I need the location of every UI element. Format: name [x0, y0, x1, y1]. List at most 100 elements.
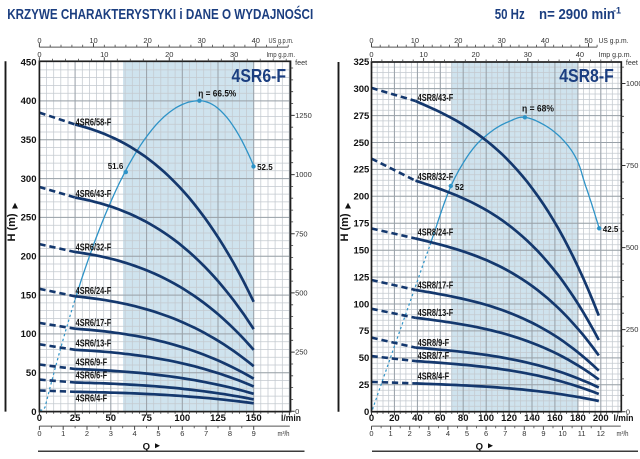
svg-text:80: 80	[458, 413, 469, 424]
svg-text:n= 2900 min: n= 2900 min	[539, 7, 615, 23]
svg-text:30: 30	[498, 36, 506, 45]
svg-text:225: 225	[353, 165, 370, 176]
svg-text:52.5: 52.5	[257, 163, 273, 172]
svg-text:0: 0	[37, 413, 42, 424]
svg-text:4SR6/43-F: 4SR6/43-F	[76, 189, 112, 200]
svg-text:30: 30	[198, 36, 206, 45]
svg-text:m³/h: m³/h	[278, 429, 290, 438]
svg-text:150: 150	[246, 413, 262, 424]
svg-text:325: 325	[353, 57, 370, 68]
svg-text:4SR8/7-F: 4SR8/7-F	[418, 351, 450, 362]
svg-text:400: 400	[21, 96, 37, 107]
svg-text:1000: 1000	[626, 79, 640, 88]
svg-text:125: 125	[210, 413, 227, 424]
svg-text:-1: -1	[613, 6, 621, 16]
svg-text:20: 20	[472, 50, 480, 59]
svg-text:0: 0	[37, 429, 41, 438]
svg-text:2: 2	[408, 429, 412, 438]
svg-text:4: 4	[133, 429, 137, 438]
svg-text:11: 11	[578, 429, 586, 438]
svg-text:0: 0	[364, 407, 369, 418]
svg-text:500: 500	[626, 243, 639, 252]
svg-text:500: 500	[295, 289, 308, 298]
svg-text:3: 3	[109, 429, 113, 438]
svg-text:feet: feet	[295, 58, 307, 67]
svg-text:8: 8	[522, 429, 526, 438]
svg-text:0: 0	[37, 36, 41, 45]
svg-text:Imp g.p.m.: Imp g.p.m.	[267, 50, 296, 59]
svg-text:4SR6/9-F: 4SR6/9-F	[76, 357, 108, 368]
svg-text:m³/h: m³/h	[617, 429, 629, 438]
svg-text:200: 200	[21, 252, 37, 263]
svg-text:Q: Q	[143, 441, 150, 452]
svg-text:5: 5	[465, 429, 469, 438]
svg-text:200: 200	[593, 413, 609, 424]
svg-text:4SR8/24-F: 4SR8/24-F	[418, 228, 454, 239]
svg-text:0: 0	[31, 407, 36, 418]
svg-text:50: 50	[584, 36, 592, 45]
svg-text:8: 8	[228, 429, 232, 438]
svg-text:50: 50	[26, 368, 37, 379]
svg-text:4SR6/17-F: 4SR6/17-F	[76, 318, 112, 329]
svg-text:2: 2	[85, 429, 89, 438]
svg-text:6: 6	[180, 429, 184, 438]
svg-text:150: 150	[21, 290, 37, 301]
svg-text:120: 120	[501, 413, 517, 424]
svg-text:4SR8-F: 4SR8-F	[559, 66, 614, 86]
svg-text:250: 250	[626, 325, 639, 334]
svg-text:52: 52	[455, 183, 464, 192]
svg-text:US g.p.m.: US g.p.m.	[599, 36, 629, 45]
svg-text:6: 6	[484, 429, 488, 438]
svg-text:20: 20	[454, 36, 462, 45]
svg-text:10: 10	[419, 50, 427, 59]
svg-text:H (m): H (m)	[6, 213, 18, 241]
svg-text:1: 1	[389, 429, 393, 438]
svg-text:175: 175	[353, 219, 370, 230]
svg-text:25: 25	[359, 380, 370, 391]
svg-text:4SR6/13-F: 4SR6/13-F	[76, 339, 112, 350]
svg-text:20: 20	[165, 50, 173, 59]
svg-text:0: 0	[37, 50, 41, 59]
svg-text:4SR6-F: 4SR6-F	[232, 66, 287, 86]
svg-text:0: 0	[369, 413, 374, 424]
svg-text:0: 0	[369, 50, 373, 59]
svg-text:125: 125	[353, 272, 370, 283]
svg-text:100: 100	[21, 329, 37, 340]
svg-text:300: 300	[353, 84, 369, 95]
svg-text:1250: 1250	[295, 111, 312, 120]
svg-text:160: 160	[547, 413, 563, 424]
svg-text:10: 10	[89, 36, 97, 45]
svg-text:9: 9	[541, 429, 545, 438]
svg-text:60: 60	[435, 413, 446, 424]
svg-text:20: 20	[389, 413, 400, 424]
svg-text:Imp g.p.m.: Imp g.p.m.	[599, 50, 632, 59]
svg-text:25: 25	[70, 413, 81, 424]
svg-text:51.6: 51.6	[108, 162, 124, 171]
svg-text:100: 100	[353, 299, 369, 310]
svg-text:200: 200	[353, 192, 369, 203]
svg-text:4SR8/13-F: 4SR8/13-F	[418, 308, 454, 319]
svg-text:750: 750	[295, 229, 308, 238]
svg-text:4SR6/24-F: 4SR6/24-F	[76, 286, 112, 297]
svg-text:350: 350	[21, 135, 37, 146]
svg-text:180: 180	[570, 413, 586, 424]
svg-text:4SR6/6-F: 4SR6/6-F	[76, 371, 108, 382]
svg-text:4SR8/9-F: 4SR8/9-F	[418, 338, 450, 349]
svg-text:4SR8/43-F: 4SR8/43-F	[418, 93, 454, 104]
svg-text:450: 450	[21, 57, 37, 68]
svg-text:1: 1	[61, 429, 65, 438]
svg-text:4: 4	[446, 429, 450, 438]
svg-text:H (m): H (m)	[339, 213, 351, 241]
svg-text:η = 68%: η = 68%	[522, 104, 554, 115]
svg-text:75: 75	[359, 326, 370, 337]
svg-text:300: 300	[21, 174, 37, 185]
svg-text:7: 7	[204, 429, 208, 438]
svg-text:140: 140	[524, 413, 540, 424]
svg-text:30: 30	[524, 50, 532, 59]
svg-text:50: 50	[359, 353, 370, 364]
svg-text:40: 40	[252, 36, 260, 45]
svg-text:US g.p.m.: US g.p.m.	[269, 36, 294, 45]
svg-text:10: 10	[411, 36, 419, 45]
svg-text:l/min: l/min	[281, 413, 301, 424]
svg-text:4SR6/32-F: 4SR6/32-F	[76, 243, 112, 254]
